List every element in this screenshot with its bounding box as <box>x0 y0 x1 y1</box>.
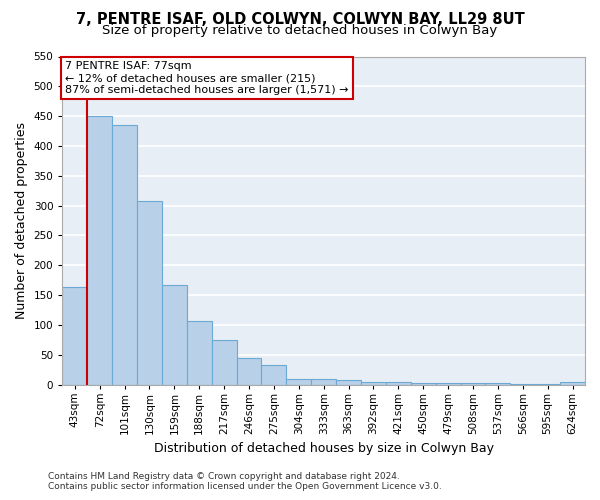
Text: Size of property relative to detached houses in Colwyn Bay: Size of property relative to detached ho… <box>103 24 497 37</box>
Bar <box>386 382 411 384</box>
Bar <box>311 378 336 384</box>
Y-axis label: Number of detached properties: Number of detached properties <box>15 122 28 319</box>
X-axis label: Distribution of detached houses by size in Colwyn Bay: Distribution of detached houses by size … <box>154 442 494 455</box>
Bar <box>187 322 212 384</box>
Bar <box>236 358 262 384</box>
Bar <box>262 365 286 384</box>
Bar <box>162 285 187 384</box>
Text: 7 PENTRE ISAF: 77sqm
← 12% of detached houses are smaller (215)
87% of semi-deta: 7 PENTRE ISAF: 77sqm ← 12% of detached h… <box>65 62 349 94</box>
Bar <box>212 340 236 384</box>
Bar <box>286 378 311 384</box>
Bar <box>560 382 585 384</box>
Bar <box>137 202 162 384</box>
Bar <box>112 125 137 384</box>
Text: 7, PENTRE ISAF, OLD COLWYN, COLWYN BAY, LL29 8UT: 7, PENTRE ISAF, OLD COLWYN, COLWYN BAY, … <box>76 12 524 28</box>
Bar <box>87 116 112 384</box>
Bar <box>336 380 361 384</box>
Bar <box>361 382 386 384</box>
Text: Contains HM Land Registry data © Crown copyright and database right 2024.
Contai: Contains HM Land Registry data © Crown c… <box>48 472 442 491</box>
Bar <box>62 288 87 384</box>
Bar <box>411 383 436 384</box>
